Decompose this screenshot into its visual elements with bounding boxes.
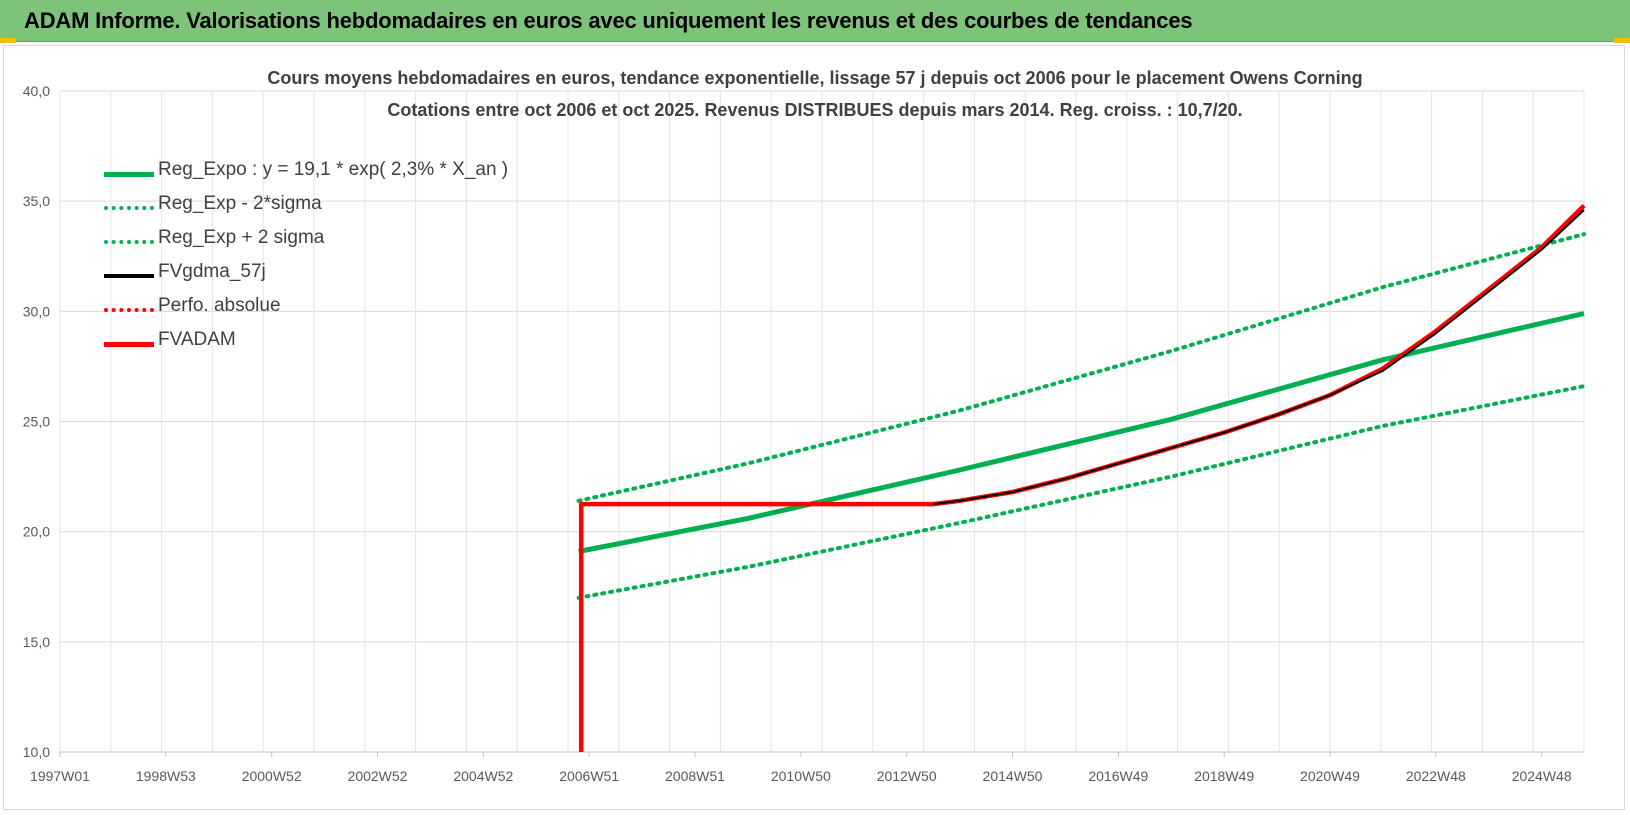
legend-swatch [104,274,154,278]
legend-swatch [104,308,154,312]
y-tick-label: 25,0 [23,414,50,430]
legend-swatch [104,240,154,244]
x-tick-label: 2008W51 [665,768,725,784]
y-tick-label: 30,0 [23,303,50,319]
x-tick-label: 2016W49 [1088,768,1148,784]
x-tick-label: 2018W49 [1194,768,1254,784]
chart-title: Cours moyens hebdomadaires en euros, ten… [267,68,1363,88]
x-tick-label: 2014W50 [983,768,1043,784]
legend-label: Perfo. absolue [158,295,281,316]
chart-subtitle: Cotations entre oct 2006 et oct 2025. Re… [387,100,1243,120]
x-tick-label: 2006W51 [559,768,619,784]
legend-label: FVgdma_57j [158,261,266,282]
legend-swatch [104,172,154,177]
legend-label: FVADAM [158,329,236,350]
x-tick-label: 2020W49 [1300,768,1360,784]
chart-frame [3,45,1625,810]
series-line [932,209,1585,506]
x-tick-label: 2022W48 [1406,768,1466,784]
legend-label: Reg_Expo : y = 19,1 * exp( 2,3% * X_an ) [158,159,509,180]
x-tick-label: 1997W01 [30,768,90,784]
x-tick-label: 2012W50 [877,768,937,784]
x-tick-label: 1998W53 [136,768,196,784]
corner-marker-left [0,38,16,43]
x-tick-label: 2002W52 [348,768,408,784]
legend-label: Reg_Exp - 2*sigma [158,193,322,214]
y-tick-label: 40,0 [23,83,50,99]
y-tick-label: 10,0 [23,744,50,760]
corner-marker-right [1614,38,1630,43]
legend-swatch [104,206,154,210]
legend-label: Reg_Exp + 2 sigma [158,227,325,248]
series-line [576,384,1586,600]
x-tick-label: 2024W48 [1512,768,1572,784]
x-tick-label: 2004W52 [453,768,513,784]
series-line [578,311,1585,554]
report-title: ADAM Informe. Valorisations hebdomadaire… [24,8,1193,33]
y-tick-label: 20,0 [23,524,50,540]
legend-swatch [104,342,154,347]
series-line [578,203,1586,752]
series-line [576,232,1586,503]
y-tick-label: 15,0 [23,634,50,650]
y-tick-label: 35,0 [23,193,50,209]
x-tick-label: 2000W52 [242,768,302,784]
report-banner: ADAM Informe. Valorisations hebdomadaire… [0,0,1630,42]
x-tick-label: 2010W50 [771,768,831,784]
